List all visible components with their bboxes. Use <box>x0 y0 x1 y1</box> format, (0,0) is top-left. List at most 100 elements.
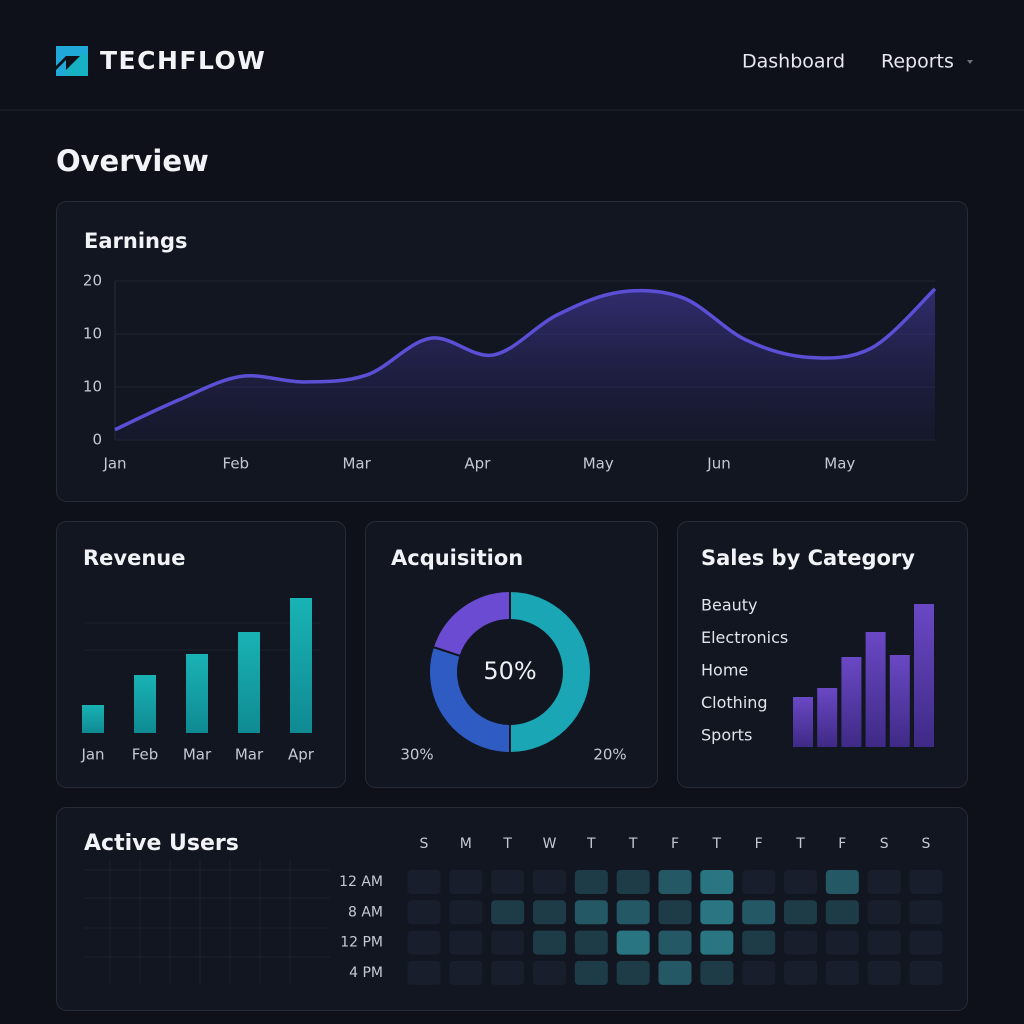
heat-cell <box>825 900 859 925</box>
x-tick-label: Feb <box>132 746 159 764</box>
row-label: 12 PM <box>340 935 383 951</box>
column-label: T <box>712 836 722 852</box>
heat-cell <box>867 900 901 925</box>
category-label: Clothing <box>701 693 768 712</box>
heat-cell <box>784 870 817 894</box>
column-label: S <box>420 836 429 852</box>
y-tick-label: 20 <box>83 272 102 290</box>
heat-cell <box>658 870 692 894</box>
value-label: 50% <box>483 657 536 685</box>
heat-cell <box>491 870 525 894</box>
column-label: W <box>543 836 557 852</box>
heat-cell <box>784 900 817 925</box>
column-label: T <box>502 836 512 852</box>
x-tick-label: Apr <box>288 746 315 764</box>
heat-cell <box>658 930 692 955</box>
heat-cell <box>700 930 734 955</box>
y-tick-label: 10 <box>83 378 102 396</box>
category-label: Electronics <box>701 628 788 647</box>
column-label: F <box>671 836 679 852</box>
row-label: 12 AM <box>339 874 383 890</box>
donut-segment <box>431 589 511 658</box>
heat-cell <box>867 960 901 985</box>
heat-cell <box>491 900 525 925</box>
dropdown-caret[interactable] <box>967 60 973 64</box>
bar <box>186 654 208 733</box>
heat-cell <box>407 930 441 955</box>
heat-cell <box>616 960 650 985</box>
heat-cell <box>616 930 650 955</box>
column-label: F <box>755 836 763 852</box>
y-tick-label: 10 <box>83 325 102 343</box>
heat-cell <box>700 870 734 894</box>
bar <box>793 697 813 747</box>
y-tick-label: 0 <box>92 431 102 449</box>
heat-cell <box>449 960 483 985</box>
heat-cell <box>825 870 859 894</box>
row-label: 4 PM <box>349 965 383 981</box>
logo-icon <box>56 46 88 76</box>
x-tick-label: Mar <box>342 455 371 473</box>
x-tick-label: Jan <box>80 746 104 764</box>
x-tick-label: Jun <box>706 455 730 473</box>
heat-cell <box>909 870 943 894</box>
column-label: T <box>586 836 596 852</box>
heat-cell <box>574 930 608 955</box>
heat-cell <box>616 870 650 894</box>
heat-cell <box>700 900 734 925</box>
heat-cell <box>867 930 901 955</box>
heat-cell <box>574 960 608 985</box>
x-tick-label: Mar <box>235 746 264 764</box>
heat-cell <box>742 870 776 894</box>
x-tick-label: Feb <box>223 455 250 473</box>
heat-cell <box>491 960 525 985</box>
acquisition-card <box>365 521 658 788</box>
bar <box>841 657 862 747</box>
heat-cell <box>491 930 525 955</box>
category-label: Sports <box>701 726 752 745</box>
heat-cell <box>909 930 943 955</box>
category-label: Beauty <box>701 596 758 615</box>
x-tick-label: May <box>583 455 614 473</box>
heat-cell <box>533 900 566 925</box>
heat-cell <box>825 930 859 955</box>
area <box>115 288 935 440</box>
column-label: S <box>880 836 889 852</box>
heat-cell <box>909 960 943 985</box>
card-title: Earnings <box>84 229 188 253</box>
donut-segment <box>509 589 592 755</box>
value-label: 20% <box>593 746 626 764</box>
heat-cell <box>742 960 776 985</box>
nav-link[interactable]: Dashboard <box>742 51 845 73</box>
column-label: T <box>628 836 638 852</box>
revenue-grid <box>84 622 320 651</box>
category-label: Home <box>701 661 748 680</box>
heat-cell <box>825 960 859 985</box>
heat-cell <box>449 870 483 894</box>
x-tick-label: Apr <box>464 455 491 473</box>
heat-cell <box>449 930 483 955</box>
heat-cell <box>407 870 441 894</box>
heat-cell <box>533 870 566 894</box>
value-label: 30% <box>400 746 433 764</box>
nav-link[interactable]: Reports <box>881 51 954 73</box>
heat-cell <box>867 870 901 894</box>
bar <box>290 598 312 733</box>
heat-cell <box>909 900 943 925</box>
heat-cell <box>533 960 566 985</box>
heat-cell <box>784 930 817 955</box>
card-title: Sales by Category <box>701 546 915 570</box>
heat-cell <box>742 930 776 955</box>
heat-cell <box>700 960 734 985</box>
column-label: M <box>460 836 472 852</box>
x-tick-label: May <box>824 455 855 473</box>
card-title: Revenue <box>83 546 186 570</box>
heat-cell <box>742 900 776 925</box>
bar <box>238 632 260 733</box>
heat-cell <box>616 900 650 925</box>
heat-cell <box>574 900 608 925</box>
heat-cell <box>784 960 817 985</box>
heat-cell <box>407 900 441 925</box>
heat-cell <box>407 960 441 985</box>
